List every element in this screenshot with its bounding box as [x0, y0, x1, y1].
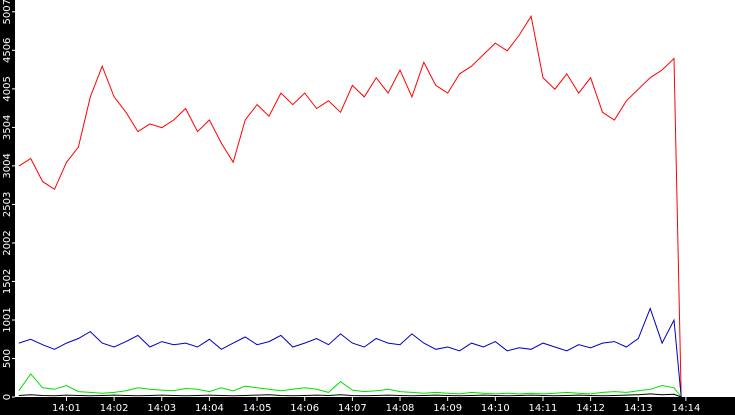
- y-tick-label: 3504: [2, 115, 13, 140]
- x-axis-band: [0, 397, 735, 415]
- y-tick-label: 0: [2, 394, 13, 400]
- x-tick-label: 14:14: [672, 403, 701, 414]
- y-tick-label: 1502: [2, 269, 13, 294]
- y-tick-label: 4005: [2, 76, 13, 101]
- x-tick-label: 14:04: [195, 403, 224, 414]
- x-tick-label: 14:08: [386, 403, 415, 414]
- x-tick-label: 14:06: [290, 403, 319, 414]
- x-tick-label: 14:12: [576, 403, 605, 414]
- y-tick-label: 1001: [2, 307, 13, 332]
- y-tick-label: 4506: [2, 38, 13, 63]
- x-tick-label: 14:10: [481, 403, 510, 414]
- x-tick-label: 14:13: [624, 403, 653, 414]
- y-tick-label: 5007: [2, 0, 13, 24]
- y-tick-label: 500: [2, 349, 13, 368]
- x-tick-label: 14:01: [52, 403, 81, 414]
- x-tick-label: 14:02: [100, 403, 129, 414]
- x-tick-label: 14:05: [243, 403, 272, 414]
- series-line: [18, 14, 682, 398]
- x-tick-label: 14:11: [529, 403, 558, 414]
- y-tick-label: 3004: [2, 153, 13, 178]
- x-tick-label: 14:07: [338, 403, 367, 414]
- y-tick-label: 2503: [2, 192, 13, 217]
- series-line: [18, 307, 682, 398]
- y-tick-label: 2002: [2, 230, 13, 255]
- y-axis-band: [0, 0, 15, 415]
- x-tick-label: 14:03: [147, 403, 176, 414]
- series-line: [18, 373, 682, 398]
- series-line: [18, 393, 682, 398]
- x-tick-label: 14:09: [433, 403, 462, 414]
